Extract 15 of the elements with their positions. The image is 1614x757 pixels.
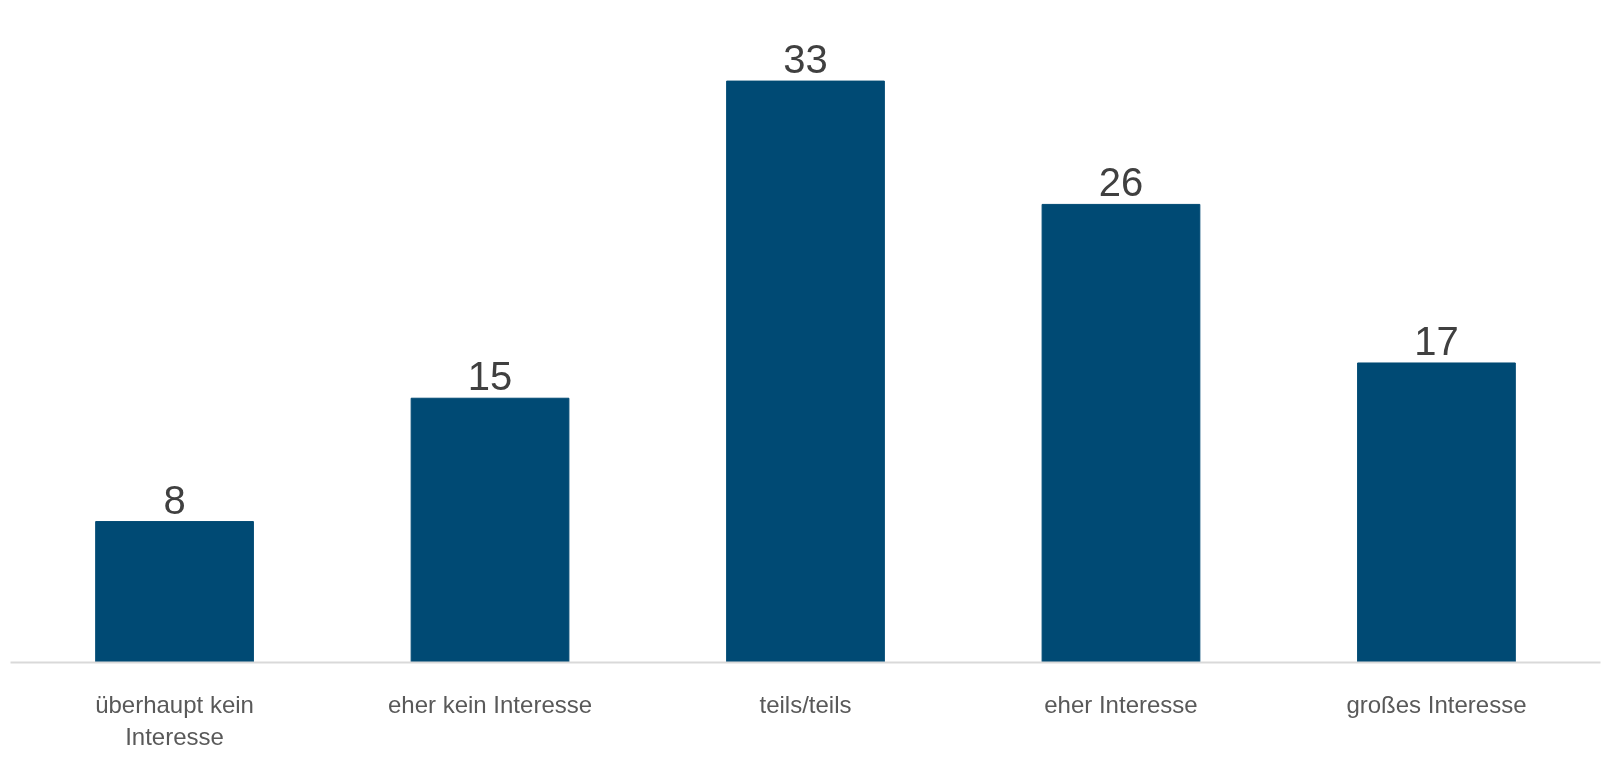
x-tick-label: großes Interesse xyxy=(1346,690,1527,718)
bar xyxy=(95,521,254,663)
bar xyxy=(1357,362,1516,663)
data-label: 15 xyxy=(467,354,513,399)
data-label: 17 xyxy=(1414,318,1459,363)
x-tick-label: überhaupt kein Interesse xyxy=(95,690,254,750)
data-label: 26 xyxy=(1098,160,1144,205)
x-tick-label: teils/teils xyxy=(759,690,852,718)
data-label: 8 xyxy=(163,477,186,522)
bar xyxy=(1041,203,1201,663)
x-tick-label: eher Interesse xyxy=(1044,690,1198,718)
bar xyxy=(410,397,570,663)
x-tick-label: eher kein Interesse xyxy=(387,690,593,718)
data-label: 33 xyxy=(783,37,828,82)
bar xyxy=(726,80,885,663)
